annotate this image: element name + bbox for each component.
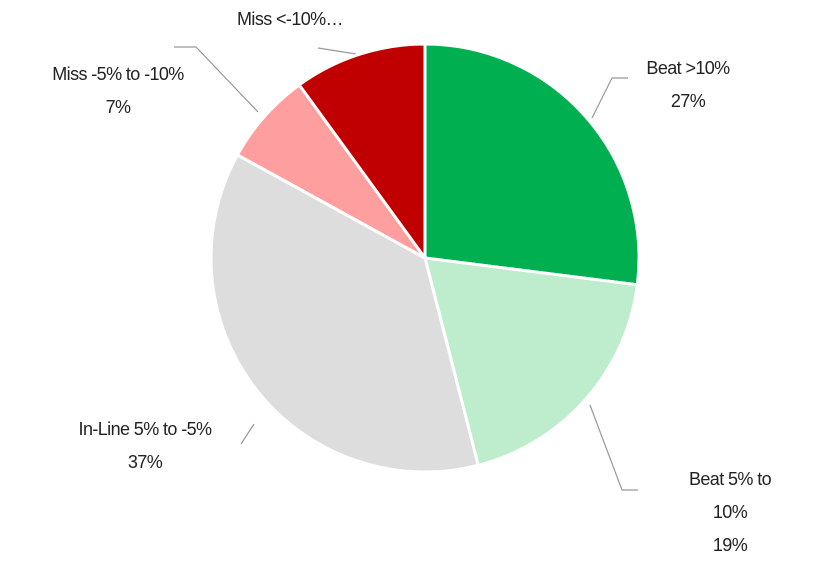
value-label: 27%: [670, 91, 706, 111]
leader-line: [317, 47, 357, 55]
leader-lines: [174, 46, 638, 491]
value-label: 19%: [712, 535, 748, 555]
slice-label: Beat 5% to 10% 19%: [680, 463, 781, 562]
category-label: Beat 5% to 10%: [688, 469, 772, 522]
slice-label: Miss <-10%…: [237, 3, 344, 36]
leader-line: [591, 77, 628, 119]
category-label: In-Line 5% to -5%: [78, 419, 212, 439]
category-label: Miss -5% to -10%: [52, 64, 184, 84]
slice-label: Beat >10% 27%: [646, 52, 730, 118]
pie-slice: [297, 42, 427, 263]
leader-line: [240, 423, 255, 445]
chart: Beat >10% 27% Beat 5% to 10% 19% In-Line 5% …: [52, 3, 771, 555]
pie-slice: [423, 42, 641, 287]
value-label: 7%: [105, 97, 131, 117]
category-label: Miss <-10%…: [237, 9, 344, 29]
pie-chart: [174, 42, 641, 491]
leader-line: [174, 46, 259, 113]
pie-slice: [422, 256, 639, 468]
slice-label: Miss -5% to -10% 7%: [52, 58, 184, 124]
leader-line: [589, 404, 638, 491]
category-label: Beat >10%: [646, 58, 730, 78]
slice-label: In-Line 5% to -5% 37%: [60, 413, 230, 479]
value-label: 37%: [127, 452, 163, 472]
pie-slice: [209, 152, 481, 474]
